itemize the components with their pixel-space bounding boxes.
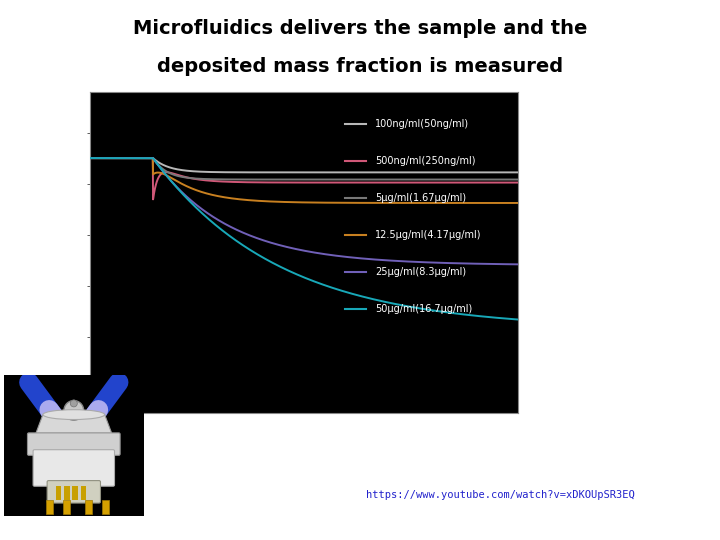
Text: .500: .500 [61, 431, 86, 441]
FancyBboxPatch shape [33, 450, 114, 486]
Bar [64, 485, 70, 500]
FancyBboxPatch shape [27, 433, 120, 455]
Text: 12.5µg/ml(4.17µg/ml): 12.5µg/ml(4.17µg/ml) [375, 230, 482, 240]
Text: deposited mass fraction is measured: deposited mass fraction is measured [157, 57, 563, 76]
Bar [46, 500, 53, 514]
Bar [55, 485, 61, 500]
Text: Microfluidics delivers the sample and the: Microfluidics delivers the sample and th… [132, 19, 588, 38]
Circle shape [71, 400, 77, 407]
Text: 100ng/ml(50ng/ml): 100ng/ml(50ng/ml) [375, 119, 469, 129]
Text: 5µg/ml(1.67µg/ml): 5µg/ml(1.67µg/ml) [375, 193, 466, 203]
Text: https://www.youtube.com/watch?v=xDKOUpSR3EQ: https://www.youtube.com/watch?v=xDKOUpSR… [366, 489, 635, 500]
Text: 25µg/ml(8.3µg/ml): 25µg/ml(8.3µg/ml) [375, 267, 466, 276]
Bar [102, 500, 109, 514]
Bar [85, 500, 92, 514]
FancyBboxPatch shape [47, 481, 101, 503]
Bar [81, 485, 86, 500]
Ellipse shape [43, 410, 104, 420]
Bar [63, 500, 70, 514]
Bar [73, 485, 78, 500]
Text: 500ng/ml(250ng/ml): 500ng/ml(250ng/ml) [375, 156, 475, 166]
Text: 50µg/ml(16.7µg/ml): 50µg/ml(16.7µg/ml) [375, 303, 472, 314]
Polygon shape [35, 415, 113, 437]
Circle shape [64, 401, 84, 420]
